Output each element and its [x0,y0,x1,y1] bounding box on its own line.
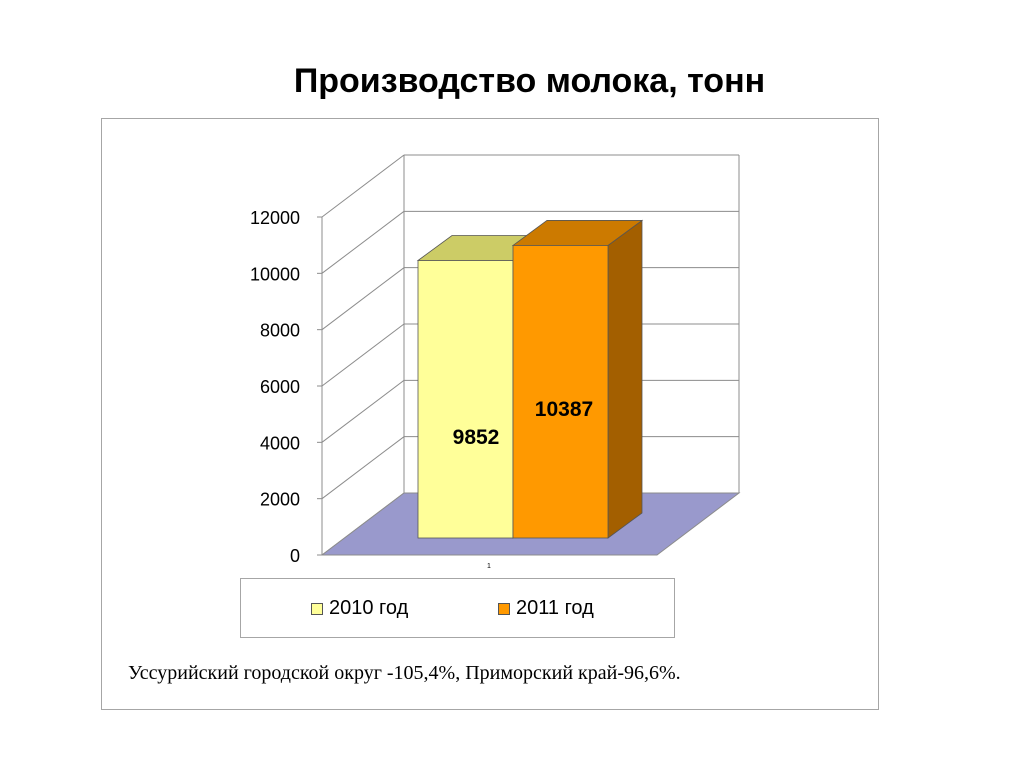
y-tick-label-4: 8000 [260,321,300,341]
y-tick-label-5: 10000 [250,264,300,284]
data-label-0: 9852 [453,426,500,449]
bar-front-0 [417,260,514,539]
footnote: Уссурийский городской округ -105,4%, При… [128,662,681,684]
side-gridline-1 [321,436,405,500]
legend-label-2010: 2010 год [329,597,409,619]
y-tick-label-1: 2000 [260,490,300,510]
slide-title: Производство молока, тонн [293,62,766,100]
side-gridline-6 [321,154,405,218]
legend-item-2011: 2011 год [498,597,594,620]
y-tick-label-3: 6000 [260,377,300,397]
bar-side-1 [607,219,643,539]
legend-swatch-2011 [498,602,510,615]
side-gridline-4 [321,267,405,331]
legend-label-2011: 2011 год [516,597,594,619]
y-tick-label-0: 0 [290,546,300,566]
x-category-label: 1 [487,563,491,570]
side-gridline-3 [321,323,405,387]
y-tick-label-2: 4000 [260,433,300,453]
bar-front-1 [512,245,609,539]
data-label-1: 10387 [535,398,593,421]
side-gridline-5 [321,210,405,274]
legend-swatch-2010 [311,602,323,615]
side-gridline-2 [321,379,405,443]
y-tick-label-6: 12000 [250,208,300,228]
legend-item-2010: 2010 год [311,597,408,620]
chart-legend: 2010 год 2011 год [240,578,675,638]
